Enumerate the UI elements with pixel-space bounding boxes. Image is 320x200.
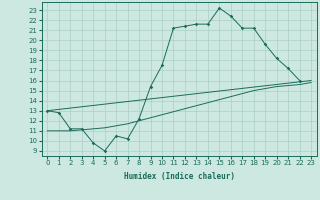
X-axis label: Humidex (Indice chaleur): Humidex (Indice chaleur) [124,172,235,181]
